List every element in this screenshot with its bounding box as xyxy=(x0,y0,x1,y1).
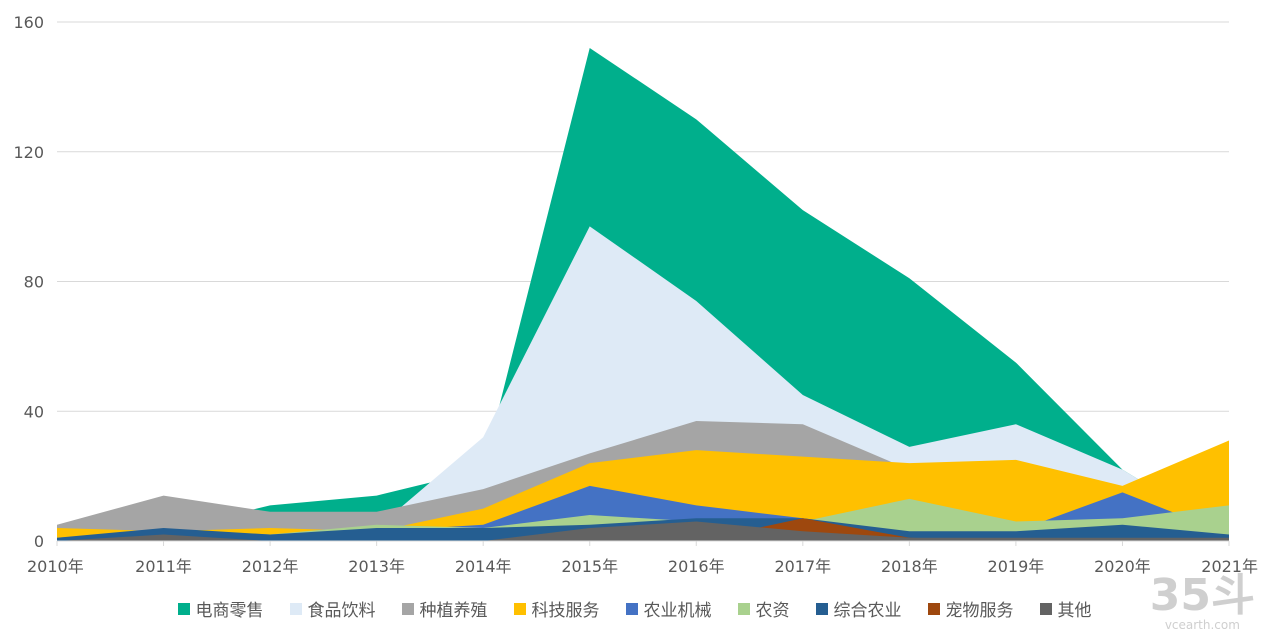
y-axis-ticks: 0 40 80 120 160 xyxy=(13,13,44,551)
legend-label: 其他 xyxy=(1057,601,1092,621)
legend-swatch xyxy=(815,602,828,615)
area-series-4 xyxy=(57,485,1229,541)
x-tick-label: 2020年 xyxy=(1094,557,1151,576)
area-series-8 xyxy=(57,521,1229,541)
legend-item: 宠物服务 xyxy=(927,596,1014,621)
y-tick-label: 0 xyxy=(34,532,44,551)
x-axis-ticks: 2010年 2011年 2012年 2013年 2014年 2015年 2016年 2017年… xyxy=(27,541,1258,576)
x-tick-label: 2016年 xyxy=(668,557,725,576)
legend-item: 食品饮料 xyxy=(289,596,376,621)
x-tick-label: 2011年 xyxy=(135,557,192,576)
chart-areas xyxy=(57,47,1229,542)
x-tick-label: 2019年 xyxy=(988,557,1045,576)
legend-swatch xyxy=(625,602,638,615)
x-tick-label: 2015年 xyxy=(561,557,618,576)
legend-swatch xyxy=(927,602,940,615)
x-tick-label: 2012年 xyxy=(242,557,299,576)
y-tick-label: 40 xyxy=(24,402,44,421)
x-tick-label: 2014年 xyxy=(455,557,512,576)
y-tick-label: 160 xyxy=(13,13,44,32)
chart-legend: 电商零售 食品饮料 种植养殖 科技服务 农业机械 农资 综合农业 宠物服务 其他 xyxy=(0,596,1269,621)
x-tick-label: 2010年 xyxy=(27,557,84,576)
watermark-logo: 35斗 xyxy=(1149,570,1255,621)
legend-item: 农资 xyxy=(737,596,790,621)
legend-item: 综合农业 xyxy=(815,596,902,621)
y-tick-label: 80 xyxy=(24,273,44,292)
legend-swatch xyxy=(513,602,526,615)
legend-item: 种植养殖 xyxy=(401,596,488,621)
x-tick-label: 2013年 xyxy=(348,557,405,576)
legend-swatch xyxy=(401,602,414,615)
area-series-1 xyxy=(57,226,1229,541)
y-tick-label: 120 xyxy=(13,143,44,162)
legend-swatch xyxy=(737,602,750,615)
x-tick-label: 2021年 xyxy=(1201,557,1258,576)
legend-label: 食品饮料 xyxy=(307,601,376,621)
legend-label: 综合农业 xyxy=(833,601,902,621)
watermark: 35斗 vcearth.com xyxy=(1149,570,1255,633)
legend-label: 电商零售 xyxy=(195,601,264,621)
legend-label: 农资 xyxy=(755,601,790,621)
legend-swatch xyxy=(1039,602,1052,615)
legend-item: 科技服务 xyxy=(513,596,600,621)
legend-label: 种植养殖 xyxy=(419,601,488,621)
legend-item: 农业机械 xyxy=(625,596,712,621)
legend-item: 电商零售 xyxy=(177,596,264,621)
legend-label: 农业机械 xyxy=(643,601,712,621)
legend-item: 其他 xyxy=(1039,596,1092,621)
x-tick-label: 2018年 xyxy=(881,557,938,576)
legend-swatch xyxy=(289,602,302,615)
legend-swatch xyxy=(177,602,190,615)
x-tick-label: 2017年 xyxy=(774,557,831,576)
legend-label: 科技服务 xyxy=(531,601,600,621)
legend-label: 宠物服务 xyxy=(945,601,1014,621)
watermark-url: vcearth.com xyxy=(1164,618,1240,632)
